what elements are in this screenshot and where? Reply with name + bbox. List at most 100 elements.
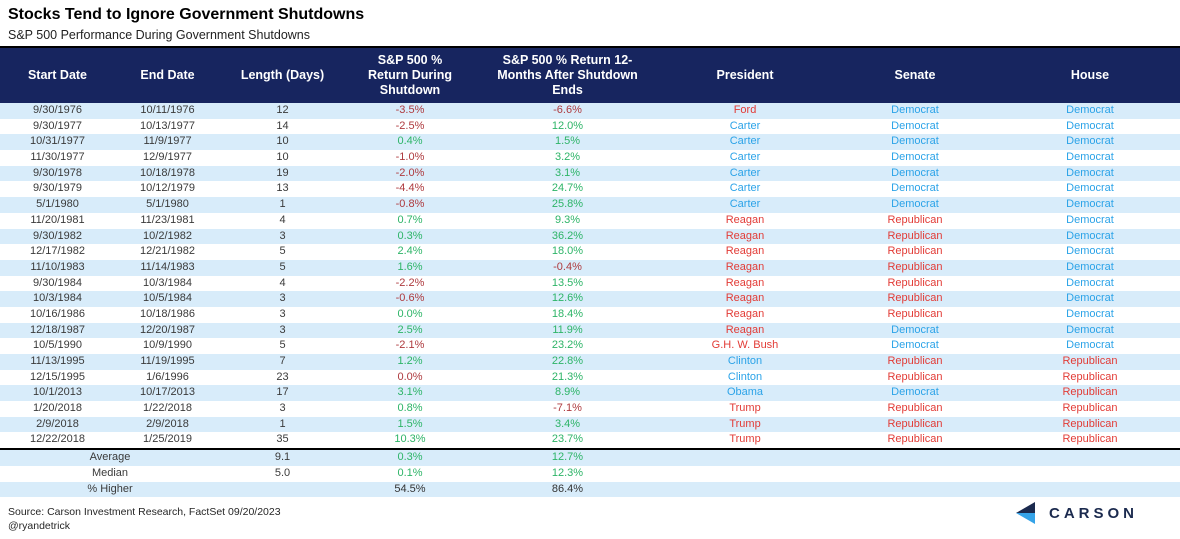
- end-date-cell: 12/9/1977: [143, 151, 192, 164]
- house-cell: Republican: [1062, 386, 1118, 399]
- return-during-cell: -2.0%: [395, 166, 425, 179]
- start-date-cell: 10/3/1984: [33, 292, 82, 305]
- return-after-cell: 23.7%: [551, 433, 584, 446]
- column-header: End Date: [140, 67, 195, 82]
- table-row: 10/3/1984 10/5/1984 3 -0.6% 12.6% Reagan Repub…: [0, 291, 1180, 307]
- footer: Source: Carson Investment Research, Fact…: [8, 505, 281, 533]
- table-row: 12/18/1987 12/20/1987 3 2.5% 11.9% Reagan Demo…: [0, 322, 1180, 339]
- president-cell: Reagan: [725, 292, 765, 305]
- spacer-cell: [830, 450, 1000, 466]
- start-date-cell: 10/16/1986: [29, 307, 86, 320]
- president-cell: Reagan: [725, 276, 765, 289]
- start-date-cell: 9/30/1976: [33, 104, 82, 116]
- end-date-cell: 10/13/1977: [139, 119, 196, 132]
- table-row: 11/30/1977 12/9/1977 10 -1.0% 3.2% Carter Demo…: [0, 150, 1180, 166]
- president-cell: Trump: [729, 417, 761, 430]
- return-after-cell: 36.2%: [551, 229, 584, 242]
- end-date-cell: 1/6/1996: [146, 370, 189, 383]
- house-cell: Republican: [1062, 355, 1118, 367]
- return-during-cell: 0.0%: [397, 370, 423, 383]
- length-cell: [220, 482, 345, 498]
- table-row: 2/9/2018 2/9/2018 1 1.5% 3.4% Trump Republican…: [0, 416, 1180, 433]
- return-after-cell: 18.4%: [551, 307, 584, 320]
- senate-cell: Democrat: [891, 386, 939, 399]
- end-date-cell: 1/25/2019: [143, 433, 192, 446]
- length-cell: 13: [276, 182, 289, 195]
- senate-cell: Republican: [887, 370, 943, 383]
- length-cell: 19: [276, 166, 289, 179]
- return-during-cell: 0.3%: [397, 451, 423, 464]
- spacer-cell: [1000, 450, 1180, 466]
- house-cell: Democrat: [1066, 119, 1114, 132]
- senate-cell: Republican: [887, 433, 943, 446]
- president-cell: Clinton: [727, 370, 763, 383]
- return-during-cell: 0.7%: [397, 213, 423, 226]
- start-date-cell: 11/13/1995: [30, 355, 85, 367]
- table-row: 1/20/2018 1/22/2018 3 0.8% -7.1% Trump Republi…: [0, 401, 1180, 417]
- length-cell: 35: [276, 433, 289, 446]
- table-row: 12/15/1995 1/6/1996 23 0.0% 21.3% Clinton Repu…: [0, 370, 1180, 386]
- end-date-cell: 2/9/2018: [146, 417, 189, 430]
- end-date-cell: 11/14/1983: [140, 260, 195, 273]
- length-cell: 5: [279, 260, 286, 273]
- table-row: 5/1/1980 5/1/1980 1 -0.8% 25.8% Carter Democra…: [0, 197, 1180, 213]
- house-cell: Democrat: [1066, 307, 1114, 320]
- house-cell: Democrat: [1066, 104, 1114, 116]
- senate-cell: Republican: [887, 417, 943, 430]
- return-during-cell: 0.4%: [397, 135, 423, 148]
- return-during-cell: 1.5%: [397, 417, 423, 430]
- end-date-cell: 5/1/1980: [146, 198, 189, 211]
- return-after-cell: -0.4%: [553, 260, 582, 273]
- start-date-cell: 9/30/1984: [33, 276, 82, 289]
- carson-logo: CARSON: [1013, 501, 1138, 525]
- length-cell: 1: [279, 198, 286, 211]
- senate-cell: Republican: [887, 245, 943, 258]
- return-after-cell: -6.6%: [553, 104, 582, 116]
- table-row: 9/30/1984 10/3/1984 4 -2.2% 13.5% Reagan Repub…: [0, 276, 1180, 292]
- spacer-cell: [660, 482, 830, 498]
- carson-arrow-icon: [1013, 501, 1037, 525]
- return-after-cell: 22.8%: [551, 355, 584, 367]
- return-after-cell: 3.4%: [554, 417, 581, 430]
- column-header: S&P 500 % Return During Shutdown: [367, 52, 453, 98]
- return-during-cell: -2.5%: [395, 119, 425, 132]
- senate-cell: Democrat: [891, 198, 939, 211]
- return-during-cell: 2.5%: [397, 323, 423, 336]
- length-cell: 5: [279, 339, 286, 352]
- house-cell: Democrat: [1066, 276, 1114, 289]
- house-cell: Republican: [1062, 402, 1118, 415]
- start-date-cell: 10/5/1990: [33, 339, 82, 352]
- return-after-cell: 8.9%: [554, 386, 581, 399]
- start-date-cell: 9/30/1979: [33, 182, 82, 195]
- spacer-cell: [830, 466, 1000, 482]
- senate-cell: Democrat: [891, 151, 939, 164]
- table-row: 10/5/1990 10/9/1990 5 -2.1% 23.2% G.H. W. Bus…: [0, 338, 1180, 354]
- return-during-cell: -0.6%: [395, 292, 425, 305]
- senate-cell: Republican: [887, 260, 943, 273]
- president-cell: Reagan: [725, 260, 765, 273]
- end-date-cell: 10/18/1986: [139, 307, 196, 320]
- senate-cell: Republican: [887, 292, 943, 305]
- column-header: House: [1070, 67, 1110, 82]
- return-after-cell: 25.8%: [551, 198, 584, 211]
- senate-cell: Democrat: [891, 182, 939, 195]
- length-cell: 10: [276, 135, 289, 148]
- return-after-cell: 13.5%: [551, 276, 584, 289]
- summary-label-cell: Median: [91, 466, 129, 479]
- president-cell: Carter: [729, 198, 761, 211]
- table-row: 9/30/1978 10/18/1978 19 -2.0% 3.1% Carter Demo…: [0, 165, 1180, 182]
- return-after-cell: 86.4%: [551, 482, 584, 495]
- length-cell: 12: [276, 104, 289, 116]
- house-cell: Democrat: [1066, 323, 1114, 336]
- page-title: Stocks Tend to Ignore Government Shutdow…: [8, 6, 365, 23]
- house-cell: Republican: [1062, 433, 1118, 446]
- president-cell: Ford: [733, 104, 757, 116]
- start-date-cell: 11/10/1983: [30, 260, 85, 273]
- author-handle: @ryandetrick: [8, 520, 71, 532]
- column-header: S&P 500 % Return 12- Months After Shutdo…: [497, 52, 638, 98]
- house-cell: Democrat: [1066, 260, 1114, 273]
- table-row: 9/30/1982 10/2/1982 3 0.3% 36.2% Reagan Republ…: [0, 228, 1180, 245]
- return-after-cell: 3.1%: [554, 166, 581, 179]
- spacer-cell: [660, 466, 830, 482]
- senate-cell: Republican: [887, 355, 943, 367]
